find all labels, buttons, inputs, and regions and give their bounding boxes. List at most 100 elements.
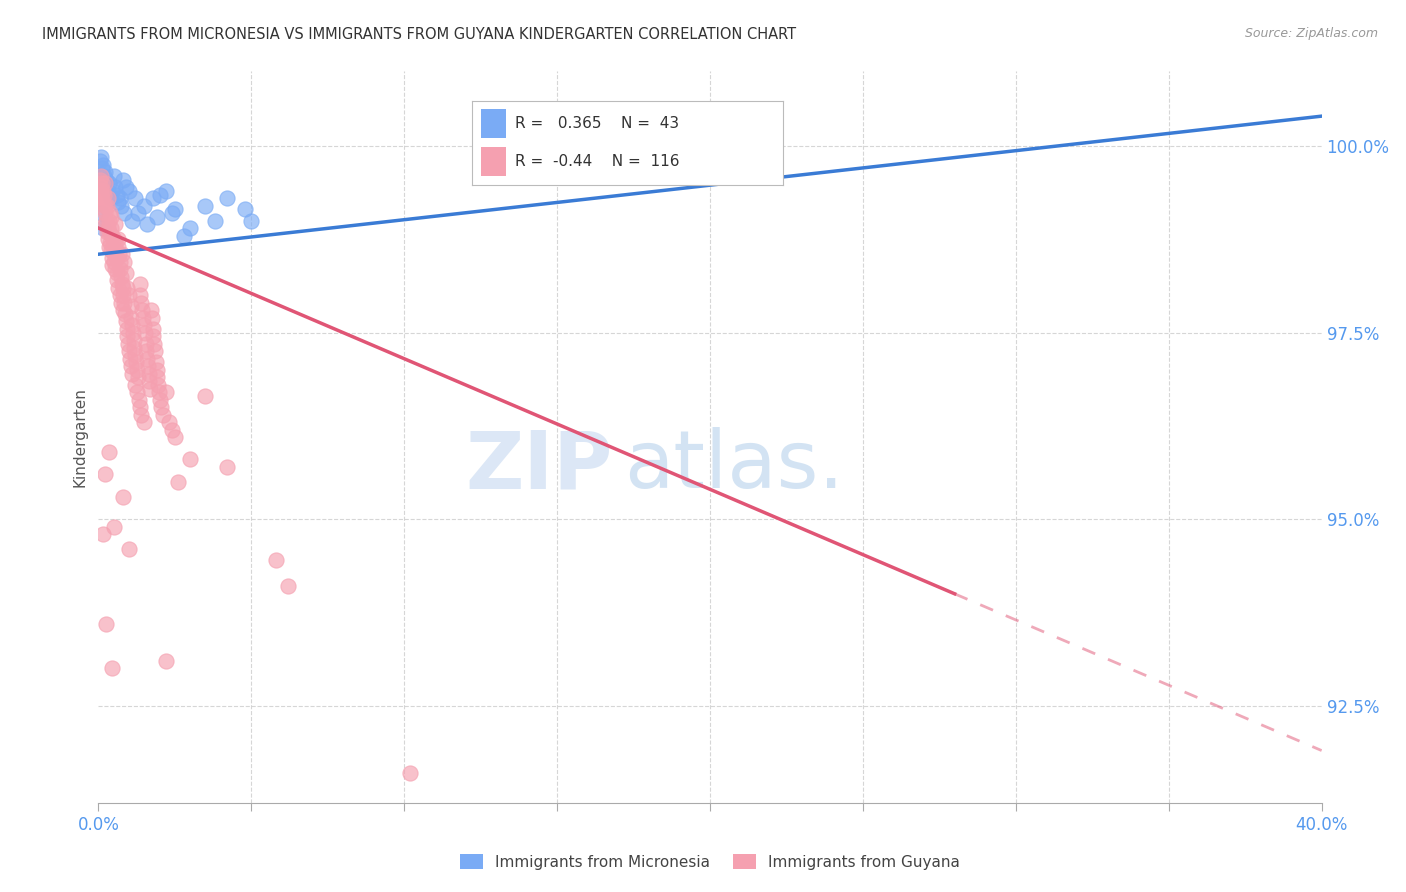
Point — [111, 281, 134, 295]
Point — [136, 218, 159, 232]
Point — [97, 221, 120, 235]
Point — [97, 213, 120, 227]
Point — [127, 385, 149, 400]
Point — [114, 307, 136, 321]
Point — [132, 310, 155, 325]
Point — [118, 344, 141, 359]
Point — [167, 475, 190, 489]
Point — [117, 329, 139, 343]
Point — [118, 542, 141, 557]
Point — [107, 281, 129, 295]
Point — [112, 206, 135, 220]
Point — [93, 169, 115, 183]
Point — [98, 225, 121, 239]
Point — [141, 310, 163, 325]
Point — [143, 344, 166, 359]
Point — [111, 247, 134, 261]
Point — [110, 199, 132, 213]
Point — [98, 177, 121, 191]
Point — [110, 295, 132, 310]
Point — [111, 303, 134, 318]
Point — [128, 277, 150, 291]
Point — [94, 165, 117, 179]
Point — [399, 766, 422, 780]
Point — [240, 213, 263, 227]
Point — [134, 199, 156, 213]
Point — [194, 389, 217, 403]
Point — [129, 408, 152, 422]
Point — [101, 259, 124, 273]
Point — [101, 228, 124, 243]
Point — [142, 191, 165, 205]
Point — [90, 184, 112, 198]
Point — [124, 191, 146, 205]
Point — [139, 303, 162, 318]
Point — [128, 401, 150, 415]
Point — [91, 177, 114, 191]
Point — [141, 322, 163, 336]
Point — [522, 135, 544, 149]
Point — [93, 199, 115, 213]
Point — [100, 244, 122, 258]
Point — [135, 336, 157, 351]
Point — [93, 177, 115, 191]
Point — [277, 579, 299, 593]
Legend: Immigrants from Micronesia, Immigrants from Guyana: Immigrants from Micronesia, Immigrants f… — [454, 847, 966, 876]
Point — [105, 187, 128, 202]
Point — [118, 351, 141, 366]
Point — [134, 326, 156, 340]
Point — [163, 430, 186, 444]
Point — [103, 254, 125, 268]
Point — [136, 351, 159, 366]
Point — [96, 199, 118, 213]
Point — [127, 370, 149, 384]
Point — [150, 401, 173, 415]
Point — [98, 445, 121, 459]
Point — [122, 341, 145, 355]
Point — [103, 247, 125, 261]
Point — [152, 408, 174, 422]
Point — [94, 206, 117, 220]
Point — [149, 392, 172, 407]
Point — [145, 210, 167, 224]
Point — [89, 172, 111, 186]
Point — [125, 355, 148, 369]
Point — [91, 161, 114, 176]
Point — [122, 333, 145, 347]
Point — [91, 191, 114, 205]
Point — [117, 336, 139, 351]
Point — [148, 385, 170, 400]
Point — [104, 244, 127, 258]
Point — [157, 415, 180, 429]
Point — [120, 310, 142, 325]
Point — [91, 184, 114, 198]
Point — [100, 210, 122, 224]
Point — [115, 322, 138, 336]
Point — [149, 187, 172, 202]
Point — [146, 377, 169, 392]
Point — [96, 225, 118, 239]
Point — [101, 184, 124, 198]
Point — [111, 172, 134, 186]
Point — [108, 288, 131, 302]
Point — [93, 202, 115, 217]
Point — [233, 202, 256, 217]
Point — [103, 169, 125, 183]
Point — [107, 232, 129, 246]
Point — [107, 240, 129, 254]
Point — [155, 654, 177, 668]
Point — [179, 452, 201, 467]
Point — [90, 150, 112, 164]
Point — [134, 318, 156, 332]
Point — [131, 303, 153, 318]
Point — [93, 467, 115, 482]
Point — [91, 221, 114, 235]
Point — [121, 318, 143, 332]
Point — [90, 169, 112, 183]
Point — [111, 490, 134, 504]
Point — [121, 367, 143, 381]
Point — [98, 206, 121, 220]
Point — [215, 459, 238, 474]
Point — [204, 213, 226, 227]
Point — [155, 184, 177, 198]
